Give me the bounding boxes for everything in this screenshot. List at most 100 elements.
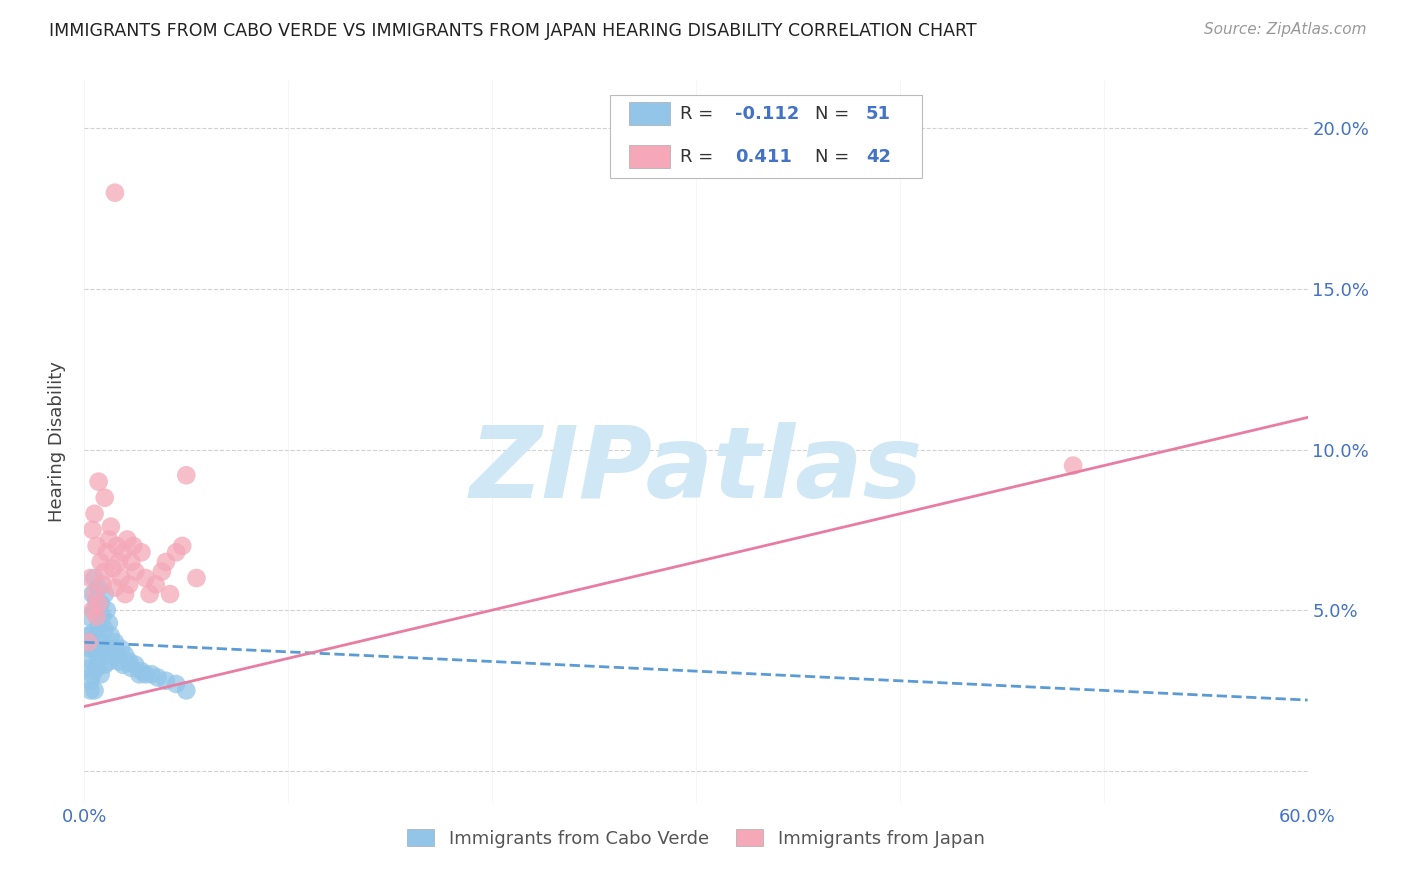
Point [83, 507, 105, 521]
Point [97, 533, 120, 547]
Point [131, 664, 153, 678]
Point [79, 641, 101, 656]
Point [82, 667, 104, 681]
Point [135, 667, 157, 681]
Point [86, 539, 108, 553]
FancyBboxPatch shape [628, 145, 671, 169]
Point [115, 533, 138, 547]
Point [91, 648, 114, 662]
Point [159, 587, 181, 601]
Point [82, 625, 104, 640]
Point [96, 545, 118, 559]
Point [86, 629, 108, 643]
Point [77, 629, 100, 643]
Point [155, 555, 177, 569]
Point [124, 657, 146, 672]
Point [108, 655, 131, 669]
Point [82, 587, 104, 601]
Text: Source: ZipAtlas.com: Source: ZipAtlas.com [1204, 22, 1367, 37]
Point [114, 587, 136, 601]
Text: -0.112: -0.112 [735, 104, 800, 122]
Text: R =: R = [681, 148, 718, 166]
Point [146, 671, 169, 685]
FancyBboxPatch shape [628, 102, 671, 125]
Point [83, 571, 105, 585]
Point [91, 609, 114, 624]
Point [165, 545, 187, 559]
Point [93, 565, 115, 579]
Point [77, 609, 100, 624]
Point [93, 623, 115, 637]
Point [91, 577, 114, 591]
Point [128, 667, 150, 681]
Point [83, 587, 105, 601]
Point [172, 539, 194, 553]
Text: IMMIGRANTS FROM CABO VERDE VS IMMIGRANTS FROM JAPAN HEARING DISABILITY CORRELATI: IMMIGRANTS FROM CABO VERDE VS IMMIGRANTS… [49, 22, 977, 40]
Point [96, 641, 118, 656]
Point [118, 577, 141, 591]
Point [101, 641, 124, 656]
Point [83, 603, 105, 617]
Point [90, 597, 112, 611]
Point [110, 571, 132, 585]
Point [122, 539, 145, 553]
Point [186, 571, 208, 585]
Point [104, 186, 127, 200]
Point [100, 519, 122, 533]
Point [174, 683, 197, 698]
Point [79, 673, 101, 688]
Point [120, 661, 142, 675]
Point [135, 571, 157, 585]
Text: N =: N = [814, 148, 855, 166]
Point [104, 635, 127, 649]
Text: 42: 42 [866, 148, 891, 166]
Point [96, 603, 118, 617]
Point [114, 648, 136, 662]
Point [86, 661, 108, 675]
Text: N =: N = [814, 104, 855, 122]
Point [77, 635, 100, 649]
Point [105, 539, 128, 553]
Legend: Immigrants from Cabo Verde, Immigrants from Japan: Immigrants from Cabo Verde, Immigrants f… [401, 822, 991, 855]
Point [110, 641, 132, 656]
Point [79, 683, 101, 698]
Point [138, 587, 160, 601]
Point [155, 673, 177, 688]
Point [120, 555, 142, 569]
Point [82, 523, 104, 537]
Point [87, 619, 110, 633]
Point [108, 555, 131, 569]
Point [82, 603, 104, 617]
Point [93, 657, 115, 672]
Point [90, 635, 112, 649]
Point [124, 565, 146, 579]
Point [112, 545, 135, 559]
Point [75, 651, 97, 665]
Text: R =: R = [681, 104, 718, 122]
Point [165, 677, 187, 691]
Point [105, 648, 128, 662]
Point [97, 615, 120, 630]
Text: ZIPatlas: ZIPatlas [470, 422, 922, 519]
Point [83, 641, 105, 656]
Point [1062, 458, 1084, 473]
Point [104, 581, 127, 595]
Point [90, 555, 112, 569]
Y-axis label: Hearing Disability: Hearing Disability [48, 361, 66, 522]
Text: 0.411: 0.411 [735, 148, 792, 166]
Point [93, 491, 115, 505]
Point [112, 657, 135, 672]
Point [145, 577, 167, 591]
Point [174, 468, 197, 483]
Point [86, 593, 108, 607]
Point [87, 597, 110, 611]
Point [118, 655, 141, 669]
Point [79, 571, 101, 585]
Point [141, 667, 163, 681]
FancyBboxPatch shape [610, 95, 922, 178]
Point [93, 587, 115, 601]
Point [86, 609, 108, 624]
Point [87, 475, 110, 489]
Point [87, 581, 110, 595]
Point [100, 629, 122, 643]
